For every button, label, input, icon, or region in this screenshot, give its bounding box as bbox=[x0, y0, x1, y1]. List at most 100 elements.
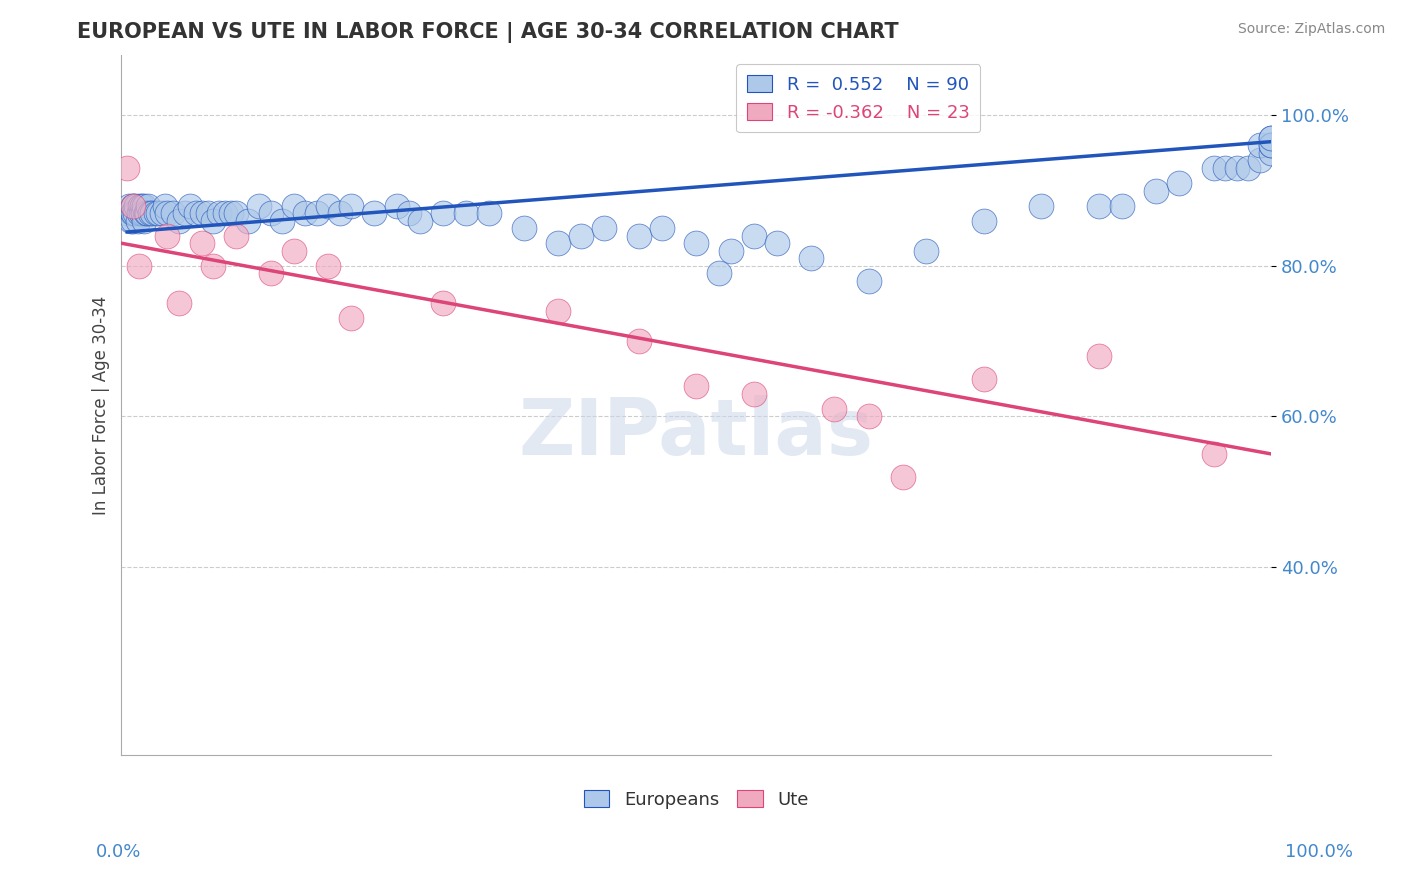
Point bbox=[225, 228, 247, 243]
Point bbox=[858, 409, 880, 424]
Point bbox=[1111, 199, 1133, 213]
Point bbox=[128, 206, 150, 220]
Point bbox=[118, 199, 141, 213]
Point bbox=[685, 236, 707, 251]
Point bbox=[1249, 153, 1271, 168]
Point bbox=[1087, 349, 1109, 363]
Point bbox=[167, 296, 190, 310]
Point bbox=[1031, 199, 1053, 213]
Point bbox=[141, 206, 163, 220]
Point bbox=[651, 221, 673, 235]
Point bbox=[1226, 161, 1249, 175]
Point bbox=[720, 244, 742, 258]
Point bbox=[305, 206, 328, 220]
Point bbox=[134, 199, 156, 213]
Point bbox=[219, 206, 242, 220]
Point bbox=[186, 206, 208, 220]
Point bbox=[139, 206, 162, 220]
Point bbox=[202, 213, 225, 227]
Text: 0.0%: 0.0% bbox=[96, 843, 141, 861]
Point bbox=[225, 206, 247, 220]
Point bbox=[1260, 145, 1282, 160]
Point bbox=[340, 199, 363, 213]
Point bbox=[800, 252, 823, 266]
Point bbox=[1260, 138, 1282, 153]
Point bbox=[1237, 161, 1260, 175]
Point bbox=[329, 206, 352, 220]
Point bbox=[124, 206, 146, 220]
Text: 100.0%: 100.0% bbox=[1285, 843, 1353, 861]
Point bbox=[179, 199, 201, 213]
Point bbox=[197, 206, 219, 220]
Point bbox=[1202, 447, 1225, 461]
Point bbox=[121, 206, 143, 220]
Point bbox=[1249, 138, 1271, 153]
Point bbox=[294, 206, 316, 220]
Point bbox=[627, 334, 650, 348]
Point bbox=[973, 213, 995, 227]
Point bbox=[1260, 131, 1282, 145]
Point bbox=[150, 206, 173, 220]
Point bbox=[128, 199, 150, 213]
Point bbox=[569, 228, 592, 243]
Point bbox=[247, 199, 270, 213]
Point bbox=[915, 244, 938, 258]
Point bbox=[858, 274, 880, 288]
Point bbox=[162, 206, 184, 220]
Point bbox=[593, 221, 616, 235]
Point bbox=[765, 236, 787, 251]
Point bbox=[432, 206, 454, 220]
Point bbox=[685, 379, 707, 393]
Point bbox=[167, 213, 190, 227]
Point bbox=[129, 206, 152, 220]
Point bbox=[214, 206, 236, 220]
Point bbox=[260, 266, 283, 280]
Point bbox=[122, 213, 145, 227]
Point bbox=[432, 296, 454, 310]
Point bbox=[122, 199, 145, 213]
Point bbox=[283, 199, 305, 213]
Text: ZIPatlas: ZIPatlas bbox=[519, 395, 873, 471]
Text: EUROPEAN VS UTE IN LABOR FORCE | AGE 30-34 CORRELATION CHART: EUROPEAN VS UTE IN LABOR FORCE | AGE 30-… bbox=[77, 22, 898, 44]
Point bbox=[973, 372, 995, 386]
Point bbox=[627, 228, 650, 243]
Point bbox=[547, 304, 569, 318]
Point bbox=[742, 386, 765, 401]
Point bbox=[173, 206, 195, 220]
Point bbox=[318, 199, 340, 213]
Point bbox=[547, 236, 569, 251]
Point bbox=[131, 199, 153, 213]
Point bbox=[409, 213, 432, 227]
Point bbox=[125, 199, 148, 213]
Point bbox=[1260, 138, 1282, 153]
Point bbox=[122, 206, 145, 220]
Point bbox=[202, 259, 225, 273]
Point bbox=[456, 206, 478, 220]
Point bbox=[478, 206, 501, 220]
Point bbox=[236, 213, 259, 227]
Point bbox=[135, 206, 157, 220]
Point bbox=[122, 199, 145, 213]
Point bbox=[1144, 184, 1167, 198]
Point bbox=[823, 401, 845, 416]
Text: Source: ZipAtlas.com: Source: ZipAtlas.com bbox=[1237, 22, 1385, 37]
Point bbox=[122, 206, 145, 220]
Point bbox=[191, 206, 214, 220]
Point bbox=[283, 244, 305, 258]
Point bbox=[1168, 176, 1191, 190]
Point bbox=[1213, 161, 1236, 175]
Point bbox=[191, 236, 214, 251]
Point bbox=[115, 161, 138, 175]
Y-axis label: In Labor Force | Age 30-34: In Labor Force | Age 30-34 bbox=[93, 295, 110, 515]
Point bbox=[398, 206, 420, 220]
Point bbox=[127, 213, 149, 227]
Point bbox=[128, 259, 150, 273]
Legend: Europeans, Ute: Europeans, Ute bbox=[576, 782, 815, 816]
Point bbox=[208, 206, 231, 220]
Point bbox=[120, 213, 142, 227]
Point bbox=[363, 206, 385, 220]
Point bbox=[135, 206, 157, 220]
Point bbox=[1260, 131, 1282, 145]
Point bbox=[340, 311, 363, 326]
Point bbox=[115, 206, 138, 220]
